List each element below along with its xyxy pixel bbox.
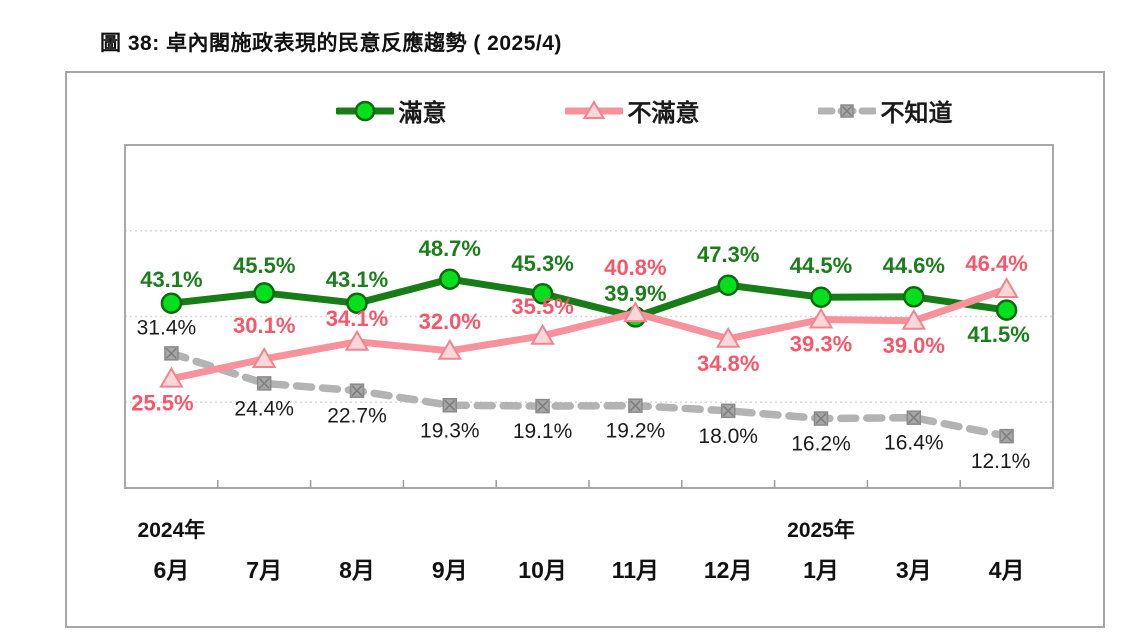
dissatisfied-point <box>251 346 277 368</box>
dissatisfied-data-label: 30.1% <box>233 313 295 338</box>
dont-know-data-label: 19.2% <box>606 420 666 443</box>
satisfied-point <box>439 268 461 290</box>
satisfied-point <box>717 274 739 296</box>
dissatisfied-point <box>808 307 834 329</box>
dont-know-data-label: 19.3% <box>420 419 480 442</box>
satisfied-point <box>346 292 368 314</box>
month-label: 9月 <box>432 557 468 583</box>
legend-item-satisfied: 滿意 <box>335 93 447 128</box>
dont-know-point-x <box>722 405 734 417</box>
dissatisfied-data-label: 35.5% <box>511 294 573 319</box>
dont-know-legend-marker-icon <box>817 103 876 118</box>
satisfied-point <box>810 286 832 308</box>
dont-know-point-x <box>165 347 177 359</box>
legend: 滿意 不滿意 不知道 <box>67 93 1103 128</box>
dont-know-data-label: 12.1% <box>971 450 1031 473</box>
figure-title: 圖 38: 卓內閣施政表現的民意反應趨勢 ( 2025/4) <box>100 32 562 55</box>
satisfied-data-label: 43.1% <box>326 267 388 292</box>
satisfied-data-label: 44.6% <box>883 253 945 278</box>
dissatisfied-data-label: 39.0% <box>883 333 945 358</box>
satisfied-data-label: 45.3% <box>511 251 573 276</box>
legend-item-dont-know: 不知道 <box>817 93 953 128</box>
dissatisfied-data-label: 34.8% <box>697 351 759 376</box>
satisfied-point <box>531 283 554 305</box>
dissatisfied-data-label: 25.5% <box>131 391 193 416</box>
dissatisfied-point <box>994 277 1019 299</box>
legend-label-dissatisfied: 不滿意 <box>627 100 700 127</box>
legend-label-dont-know: 不知道 <box>880 100 953 127</box>
dont-know-line <box>167 349 1011 440</box>
dissatisfied-data-label: 39.3% <box>790 332 852 357</box>
dont-know-point-x <box>908 412 920 424</box>
dont-know-point-x <box>444 399 456 411</box>
dissatisfied-data-label: 40.8% <box>604 255 666 280</box>
satisfied-data-label: 48.7% <box>419 236 481 261</box>
dissatisfied-data-label: 34.1% <box>326 306 388 331</box>
dissatisfied-point <box>623 301 648 323</box>
year-label: 2024年 <box>138 518 206 542</box>
dont-know-point-x <box>537 400 549 412</box>
satisfied-point <box>903 286 925 308</box>
month-label: 11月 <box>612 557 659 583</box>
satisfied-data-label: 43.1% <box>140 267 202 292</box>
dissatisfied-data-label: 32.0% <box>419 309 481 334</box>
satisfied-point <box>160 292 183 314</box>
month-label: 6月 <box>154 557 190 583</box>
month-label: 12月 <box>704 557 753 583</box>
dissatisfied-legend-marker-icon <box>564 99 623 119</box>
dont-know-data-label: 24.4% <box>234 397 294 420</box>
month-label: 8月 <box>339 557 375 583</box>
month-label: 3月 <box>896 557 932 583</box>
month-label: 1月 <box>803 557 839 583</box>
dissatisfied-point <box>715 326 741 348</box>
dont-know-point-x <box>629 400 641 412</box>
satisfied-data-label: 41.5% <box>967 322 1029 347</box>
dissatisfied-point <box>901 308 927 330</box>
dissatisfied-point <box>344 329 370 351</box>
satisfied-line <box>167 275 1011 321</box>
dissatisfied-data-label: 46.4% <box>965 251 1027 276</box>
dont-know-data-label: 22.7% <box>327 405 387 428</box>
dont-know-data-label: 31.4% <box>137 316 197 339</box>
dissatisfied-point <box>530 323 555 345</box>
dont-know-data-label: 16.4% <box>884 432 944 455</box>
dont-know-point-x <box>815 413 827 425</box>
dont-know-data-label: 19.1% <box>513 420 573 443</box>
satisfied-data-label: 47.3% <box>697 242 759 267</box>
dissatisfied-point <box>159 366 184 388</box>
dont-know-data-label: 18.0% <box>698 425 758 448</box>
year-label: 2025年 <box>787 518 855 542</box>
dont-know-data-label: 16.2% <box>791 433 851 456</box>
dont-know-point-x <box>258 377 270 389</box>
month-label: 7月 <box>246 557 282 583</box>
satisfied-data-label: 45.5% <box>233 253 295 278</box>
dissatisfied-line <box>167 285 1011 383</box>
satisfied-point <box>253 282 275 304</box>
satisfied-data-label: 44.5% <box>790 253 852 278</box>
legend-label-satisfied: 滿意 <box>398 100 447 127</box>
dont-know-point-x <box>1001 430 1013 442</box>
satisfied-point <box>995 299 1018 321</box>
chart-frame: 滿意 不滿意 不知道 <box>65 71 1105 628</box>
month-label: 4月 <box>989 557 1025 583</box>
dissatisfied-point <box>437 338 463 360</box>
legend-item-dissatisfied: 不滿意 <box>564 93 700 128</box>
dont-know-point-x <box>351 385 363 397</box>
satisfied-data-label: 39.9% <box>604 281 666 306</box>
month-label: 10月 <box>518 557 567 583</box>
satisfied-legend-marker-icon <box>335 100 394 121</box>
